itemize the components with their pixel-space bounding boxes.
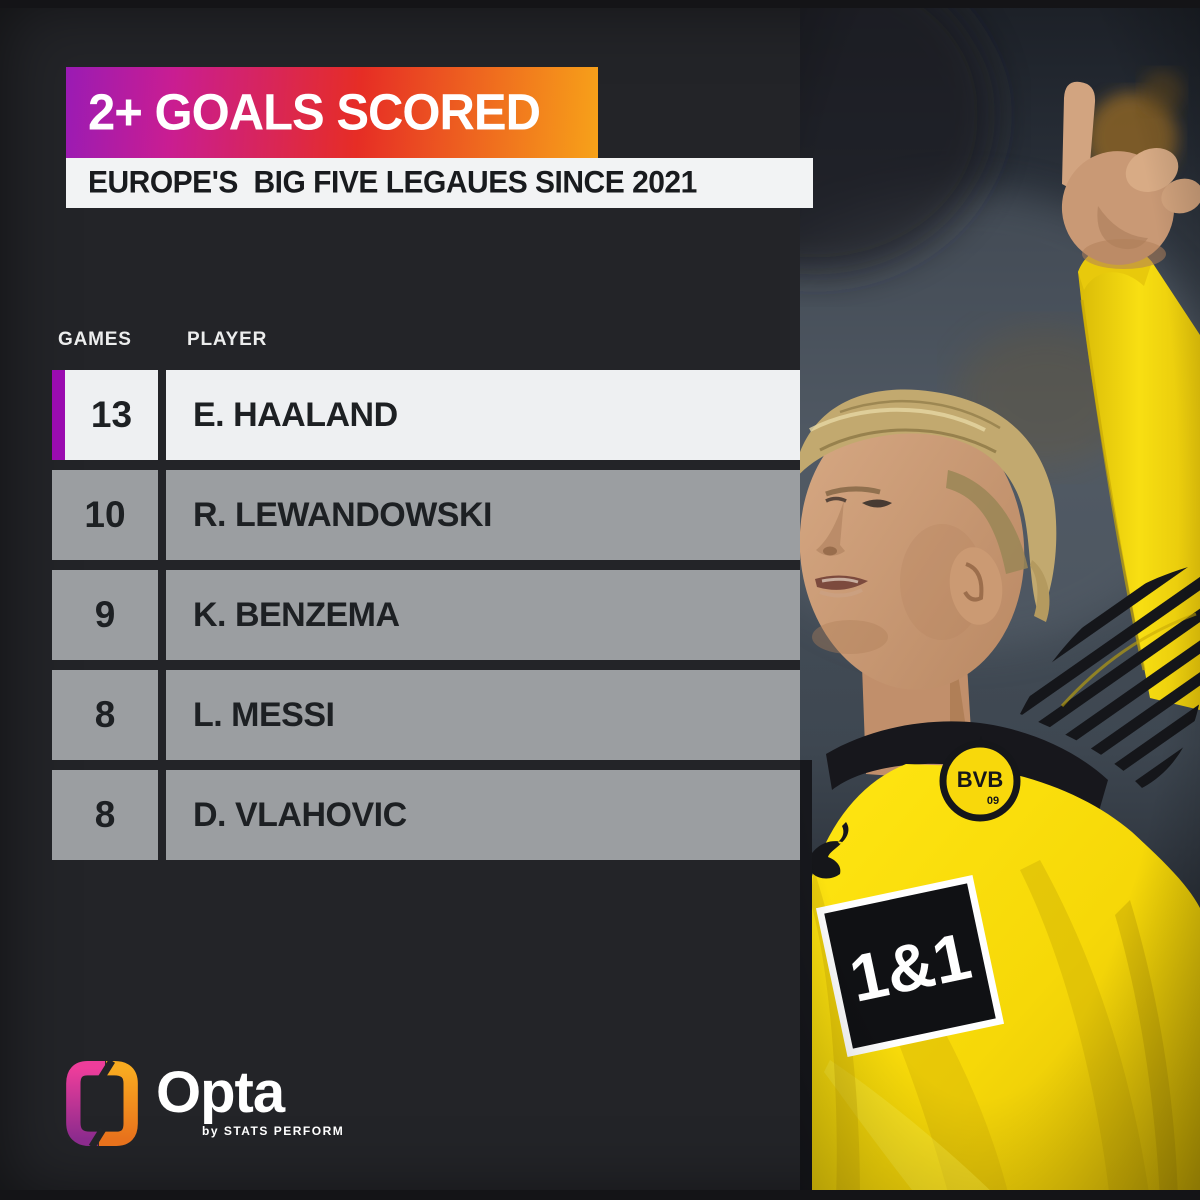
top-border (0, 0, 1200, 8)
player-name: L. MESSI (166, 670, 800, 760)
player-name: E. HAALAND (166, 370, 800, 460)
highlight-accent-bar (52, 370, 65, 460)
player-name: K. BENZEMA (166, 570, 800, 660)
table-row: 8 D. VLAHOVIC (52, 770, 800, 860)
table-row: 10 R. LEWANDOWSKI (52, 470, 800, 560)
table-row: 8 L. MESSI (52, 670, 800, 760)
title-banner: 2+ GOALS SCORED (66, 67, 598, 158)
games-value: 9 (52, 570, 158, 660)
games-value: 10 (52, 470, 158, 560)
opta-branding: Opta by STATS PERFORM (66, 1060, 343, 1146)
column-header-games: GAMES (58, 329, 132, 350)
player-name: R. LEWANDOWSKI (166, 470, 800, 560)
player-name: D. VLAHOVIC (166, 770, 800, 860)
table-row: 13 E. HAALAND (52, 370, 800, 460)
page-subtitle: EUROPE'S BIG FIVE LEGAUES SINCE 2021 (88, 165, 697, 200)
bottom-border (0, 1190, 1200, 1200)
table-header: GAMES PLAYER (52, 329, 792, 351)
subtitle-bar: EUROPE'S BIG FIVE LEGAUES SINCE 2021 (66, 158, 813, 208)
opta-wordmark: Opta (156, 1060, 285, 1125)
player-photo: ★ BVB 09 1&1 (800, 0, 1200, 1200)
column-header-player: PLAYER (187, 329, 268, 350)
games-value: 13 (65, 370, 158, 460)
opta-tagline: by STATS PERFORM (202, 1124, 345, 1138)
table-row: 9 K. BENZEMA (52, 570, 800, 660)
games-value: 8 (52, 770, 158, 860)
opta-logo-icon (66, 1060, 138, 1146)
page-title: 2+ GOALS SCORED (88, 84, 541, 141)
leaderboard-table: 13 E. HAALAND 10 R. LEWANDOWSKI 9 K. BEN… (52, 370, 800, 870)
games-value: 8 (52, 670, 158, 760)
